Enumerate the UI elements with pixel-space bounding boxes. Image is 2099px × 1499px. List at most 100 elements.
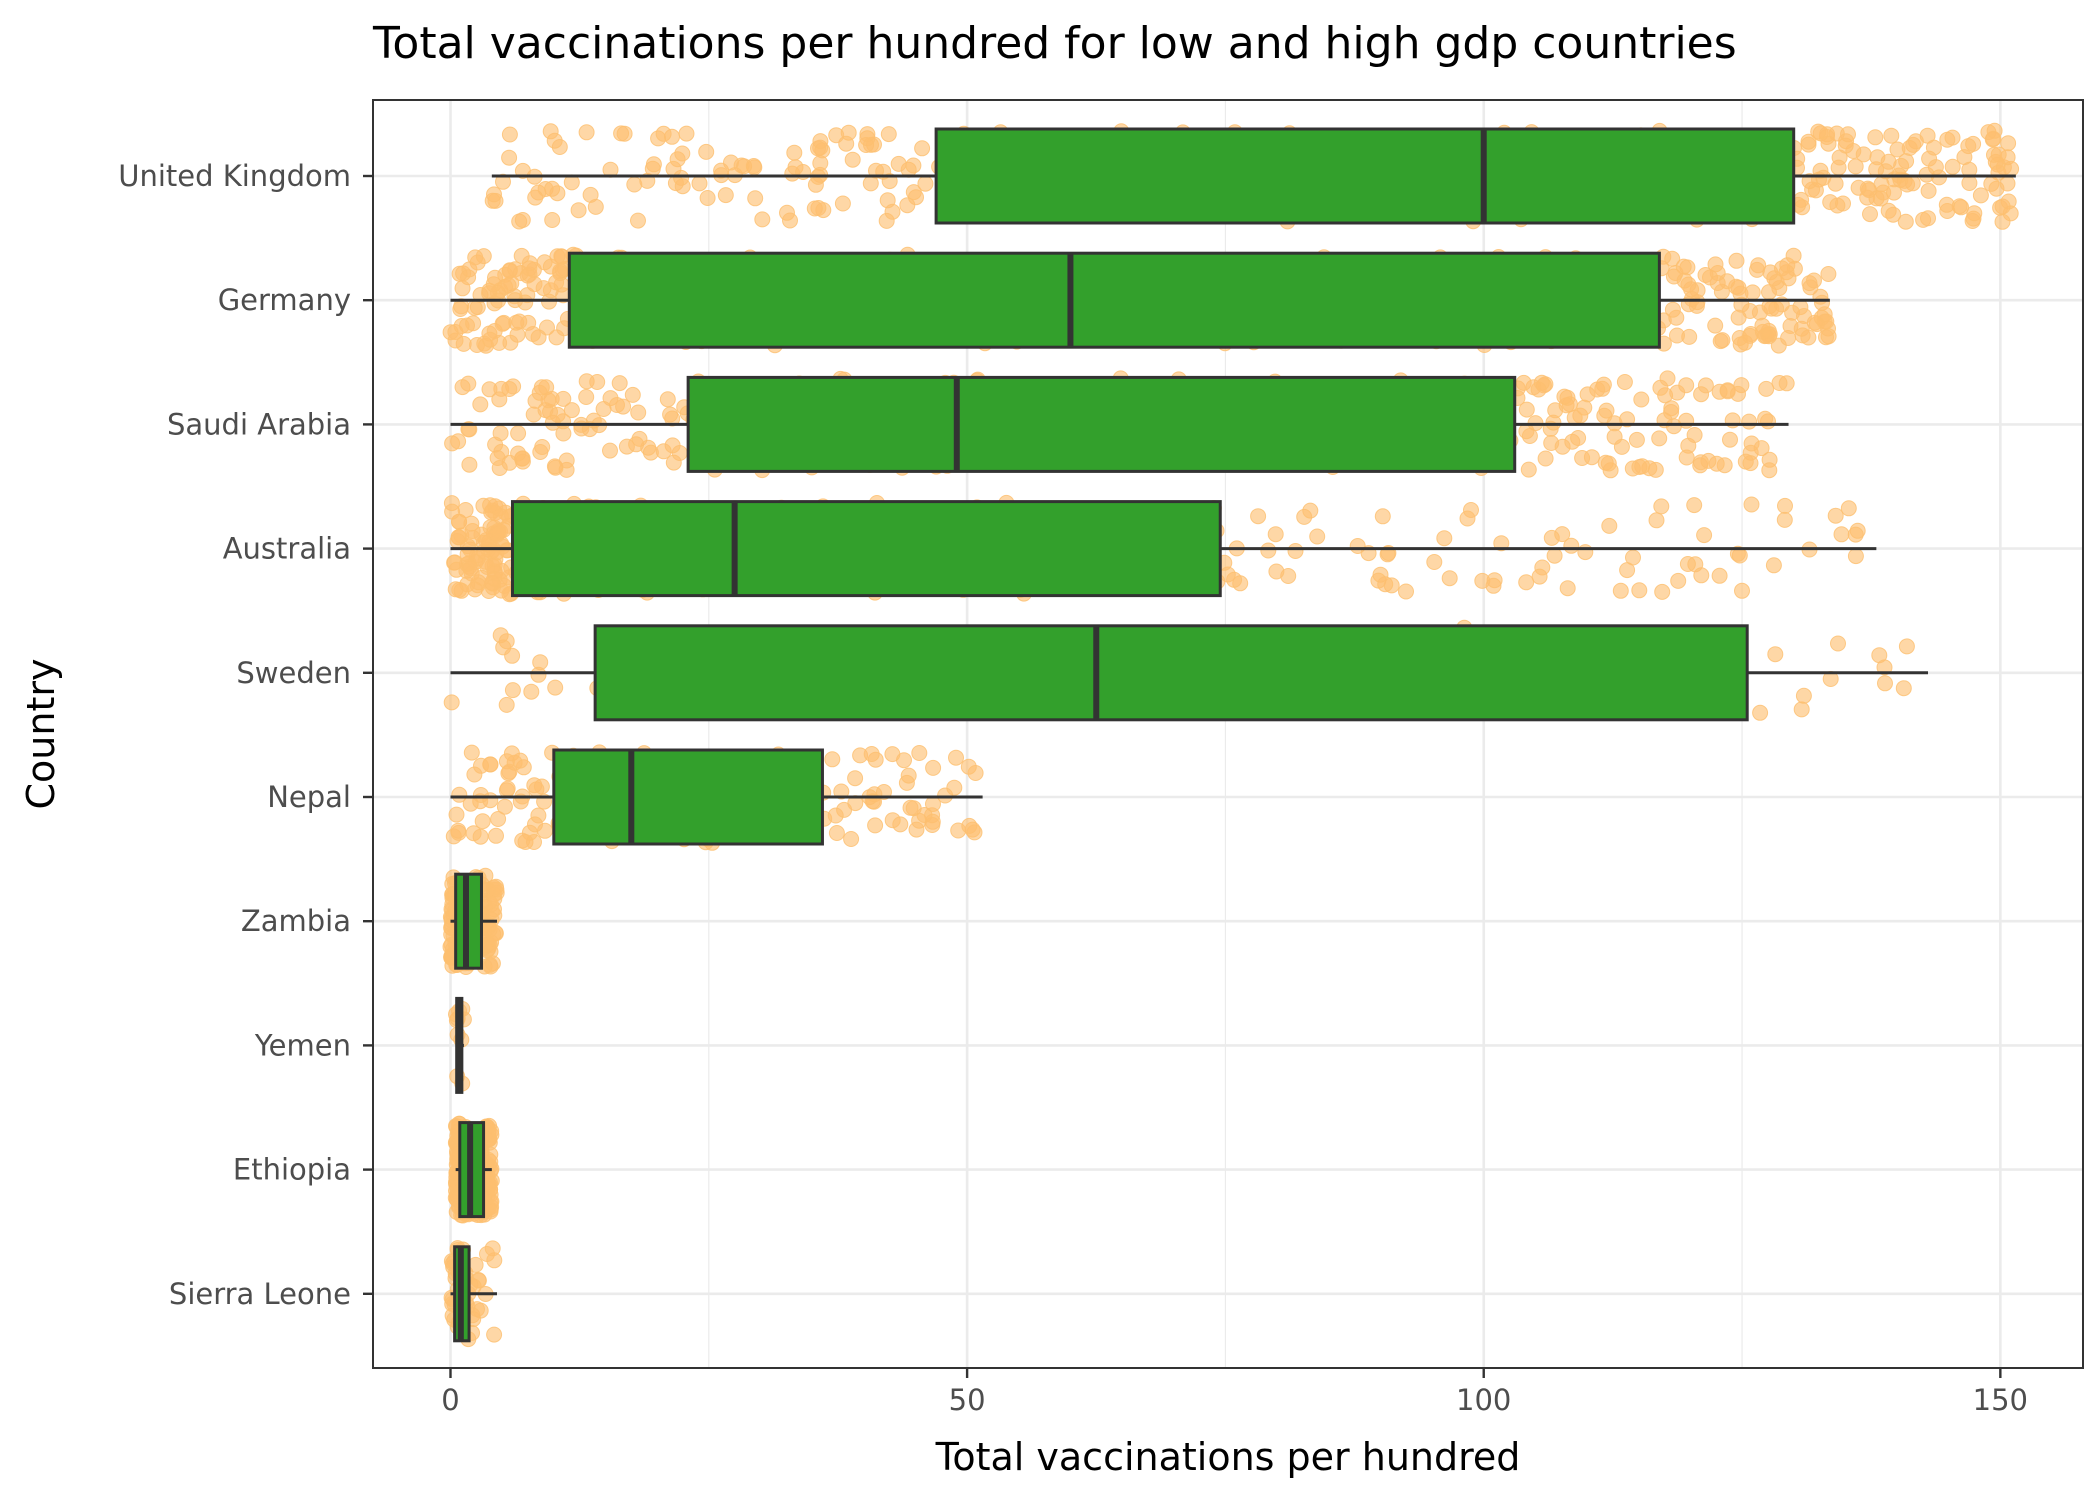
chart-title: Total vaccinations per hundred for low a… [372, 18, 1737, 69]
data-point [484, 955, 501, 972]
y-tick-label: Nepal [267, 780, 351, 814]
data-point [1559, 580, 1576, 597]
data-point [1702, 269, 1718, 286]
data-point [1652, 379, 1669, 396]
data-point [499, 780, 516, 797]
data-point [966, 824, 983, 841]
data-point [1714, 332, 1731, 349]
data-point [1589, 381, 1606, 398]
data-point [482, 331, 499, 348]
data-point [698, 143, 715, 160]
data-point [1663, 400, 1680, 417]
data-point [674, 145, 691, 162]
data-point [659, 391, 676, 408]
data-point [645, 156, 662, 173]
data-point [466, 766, 483, 783]
data-point [493, 562, 510, 579]
data-point [924, 817, 941, 833]
data-point [450, 822, 467, 839]
data-point [1647, 461, 1664, 478]
data-point [1716, 457, 1733, 474]
data-point [1436, 530, 1453, 547]
data-point [1812, 288, 1829, 305]
data-point [465, 315, 482, 332]
data-point [1613, 438, 1630, 455]
data-point [884, 746, 901, 763]
data-point [665, 160, 682, 177]
data-point [451, 786, 468, 803]
data-point [527, 189, 544, 206]
data-point [948, 749, 964, 766]
data-point [1830, 635, 1846, 652]
data-point [905, 184, 922, 201]
data-point [1302, 502, 1319, 519]
data-point [1833, 526, 1850, 543]
data-point [1374, 508, 1391, 525]
data-point [1920, 182, 1937, 199]
data-point [462, 560, 479, 577]
data-point [1925, 139, 1942, 156]
data-point [1669, 384, 1686, 401]
data-point [1741, 413, 1758, 430]
data-point [1653, 498, 1670, 515]
data-point [1287, 543, 1304, 559]
data-point [534, 439, 551, 455]
data-point [532, 654, 549, 671]
data-point [533, 778, 550, 795]
data-point [501, 763, 518, 780]
data-point [717, 187, 734, 204]
data-point [1669, 327, 1685, 344]
data-point [880, 126, 897, 143]
data-point [578, 389, 595, 405]
data-point [1742, 303, 1758, 319]
data-point [1426, 554, 1443, 570]
data-point [1670, 572, 1687, 589]
data-point [1267, 526, 1284, 543]
data-point [834, 195, 851, 212]
data-point [582, 186, 599, 203]
panel-border [372, 99, 2084, 1369]
data-point [914, 140, 931, 157]
data-point [630, 212, 646, 229]
data-point [1847, 548, 1864, 565]
data-point [1760, 413, 1776, 430]
data-point [1820, 266, 1837, 282]
data-point [492, 627, 509, 644]
data-point [1847, 158, 1864, 175]
data-point [884, 203, 901, 220]
data-point [490, 811, 507, 827]
x-tick-label: 100 [1456, 1383, 1511, 1417]
data-point [1742, 455, 1759, 472]
data-point [1398, 583, 1414, 600]
data-point [1601, 517, 1618, 534]
data-point [552, 263, 569, 280]
y-tick-label: Germany [218, 283, 351, 317]
data-point [488, 881, 505, 898]
data-point [1545, 414, 1562, 431]
data-point [452, 301, 469, 317]
data-point [616, 125, 633, 142]
data-point [510, 425, 527, 442]
data-point [465, 825, 482, 842]
data-point [812, 133, 829, 150]
data-point [1707, 317, 1724, 334]
data-point [1268, 563, 1285, 580]
data-point [472, 396, 489, 413]
box-sweden [450, 624, 1929, 722]
data-point [454, 379, 471, 396]
data-point [504, 682, 521, 699]
data-point [1250, 508, 1267, 525]
data-point [589, 374, 606, 390]
data-point [1966, 205, 1983, 222]
data-point [514, 832, 531, 849]
data-point [1795, 687, 1812, 704]
data-point [828, 825, 845, 841]
data-point [664, 437, 681, 454]
data-point [504, 647, 521, 664]
data-point [1761, 462, 1778, 479]
data-point [487, 924, 504, 941]
data-point [444, 503, 461, 520]
data-point [1493, 535, 1510, 552]
data-point [1711, 567, 1728, 584]
